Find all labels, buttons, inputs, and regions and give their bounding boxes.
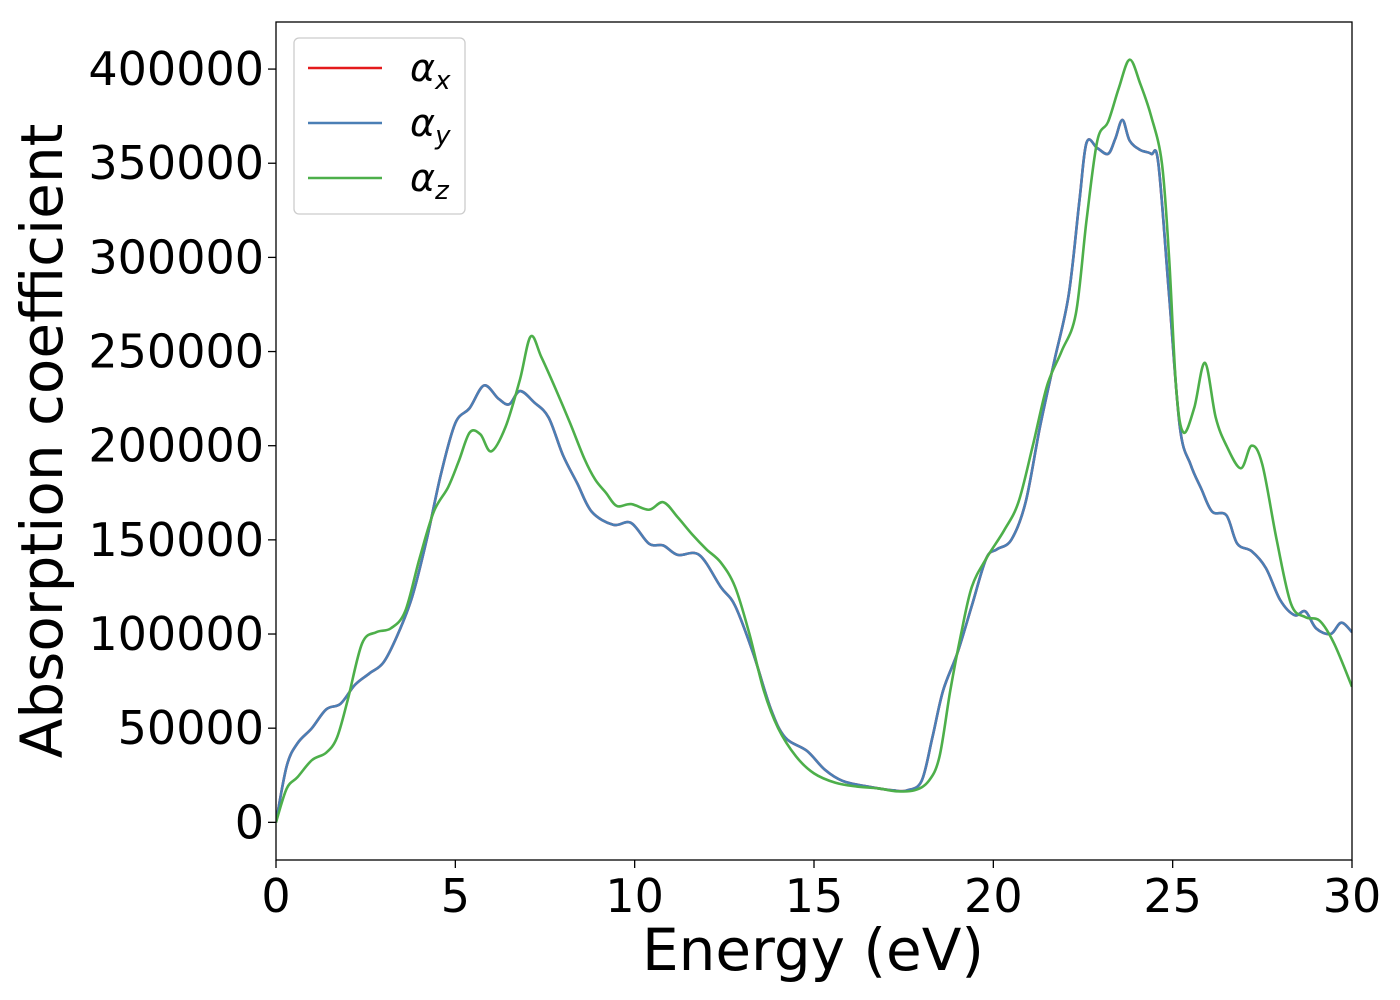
series-line-alpha-x [276,118,1352,823]
y-axis-title: Absorption coefficient [8,124,76,759]
x-tick-label: 25 [1143,869,1202,923]
y-tick-label: 400000 [88,42,264,96]
legend-subscript: y [434,121,451,151]
y-tick-label: 100000 [88,607,264,661]
series-lines [276,58,1352,823]
x-tick-label: 20 [964,869,1023,923]
x-tick-label: 10 [605,869,664,923]
series-line-alpha-y [276,118,1352,823]
x-tick-label: 30 [1323,869,1382,923]
y-tick-label: 150000 [88,513,264,567]
y-tick-label: 350000 [88,136,264,190]
x-tick-label: 15 [785,869,844,923]
x-axis-title: Energy (eV) [642,916,984,984]
y-tick-label: 300000 [88,230,264,284]
x-tick-label: 0 [261,869,290,923]
x-tick-label: 5 [441,869,470,923]
y-tick-label: 250000 [88,325,264,379]
series-line-alpha-z [276,58,1352,823]
y-tick-label: 200000 [88,419,264,473]
y-tick-label: 0 [235,795,264,849]
legend-subscript: x [434,66,451,96]
legend-box [293,37,466,215]
legend-subscript: z [434,176,450,206]
y-tick-label: 50000 [118,701,264,755]
